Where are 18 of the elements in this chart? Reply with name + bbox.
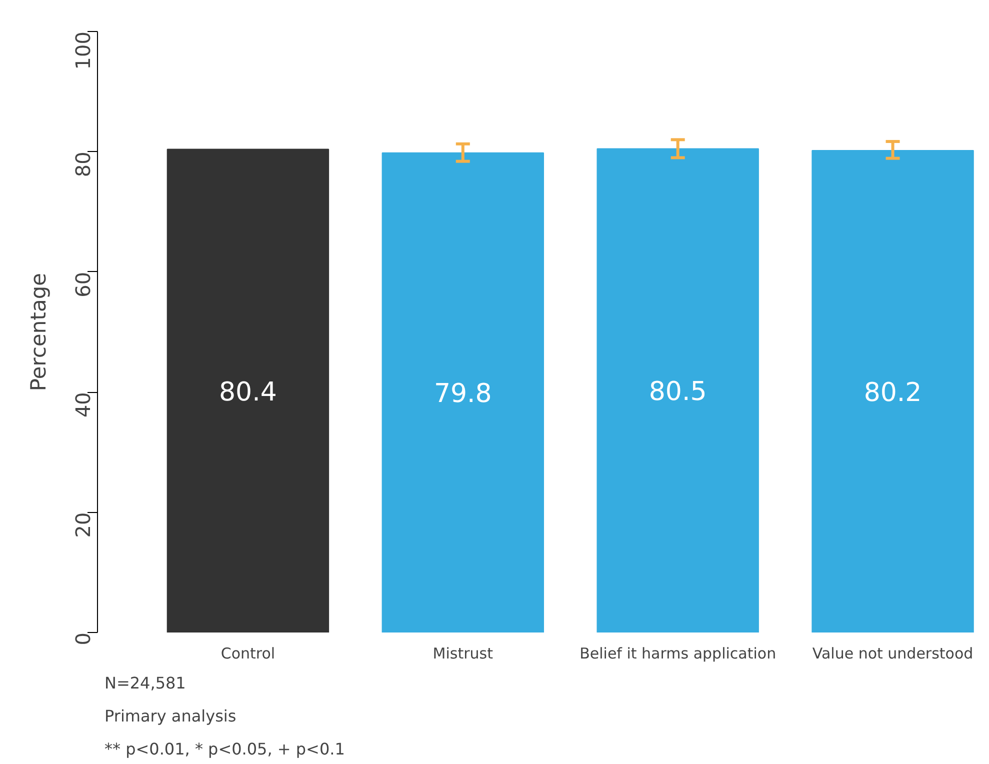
x-tick-label: Value not understood (812, 644, 974, 662)
text: ** p<0.01, * p<0.05, + p<0.1 (104, 740, 345, 758)
y-tick-label: 60 (71, 272, 95, 298)
x-tick-label: Belief it harms application (580, 644, 776, 662)
y-tick-label: 0 (71, 632, 95, 646)
y-tick-label: 20 (71, 512, 95, 538)
x-tick-label: Mistrust (432, 644, 494, 662)
data-label: 80.4 (219, 377, 277, 408)
text: N=24,581 (104, 674, 186, 692)
y-axis-title: Percentage (26, 272, 50, 392)
data-label: 80.2 (864, 378, 922, 408)
data-label: 79.8 (434, 379, 492, 410)
y-tick-label: 100 (71, 31, 95, 70)
y-tick-label: 80 (71, 152, 95, 178)
text: Primary analysis (104, 706, 236, 726)
x-tick-label: Control (220, 644, 276, 662)
data-label: 80.5 (648, 377, 707, 408)
y-tick-label: 40 (71, 392, 95, 418)
